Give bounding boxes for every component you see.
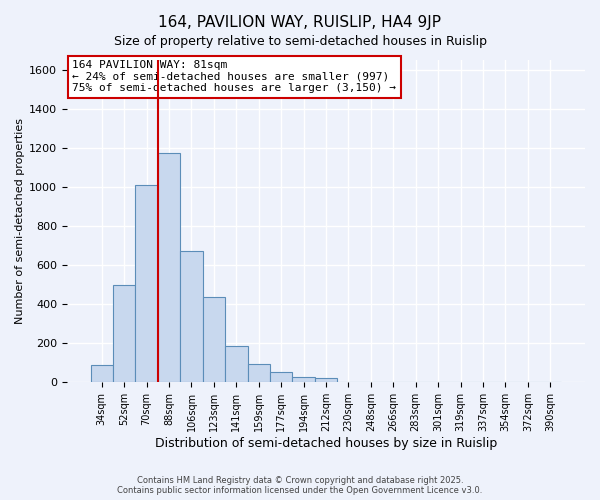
Bar (203, 298, 225, 382)
Bar (136, 185, 158, 382)
Text: 164, PAVILION WAY, RUISLIP, HA4 9JP: 164, PAVILION WAY, RUISLIP, HA4 9JP (158, 15, 442, 30)
Bar (248, 364, 270, 382)
Bar (292, 378, 315, 382)
Text: Size of property relative to semi-detached houses in Ruislip: Size of property relative to semi-detach… (113, 35, 487, 48)
Bar (180, 252, 203, 382)
X-axis label: Distribution of semi-detached houses by size in Ruislip: Distribution of semi-detached houses by … (155, 437, 497, 450)
Bar (113, 284, 136, 382)
Bar (225, 346, 248, 383)
Bar (315, 378, 337, 382)
Y-axis label: Number of semi-detached properties: Number of semi-detached properties (15, 118, 25, 324)
Text: Contains HM Land Registry data © Crown copyright and database right 2025.
Contai: Contains HM Land Registry data © Crown c… (118, 476, 482, 495)
Bar (91, 365, 113, 382)
Text: 164 PAVILION WAY: 81sqm
← 24% of semi-detached houses are smaller (997)
75% of s: 164 PAVILION WAY: 81sqm ← 24% of semi-de… (72, 60, 396, 93)
Bar (158, 153, 180, 382)
Bar (270, 372, 292, 382)
